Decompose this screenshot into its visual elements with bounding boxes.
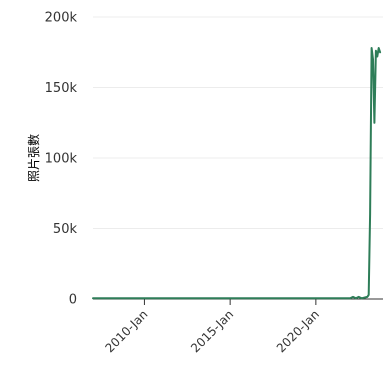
grid-layer bbox=[93, 16, 383, 229]
label-layer: 照片張數 0 50k 100k 150k 200k 2010-Jan 2015-Jan 202… bbox=[27, 11, 322, 356]
series-layer bbox=[92, 47, 382, 300]
y-tick-label: 50k bbox=[53, 222, 78, 237]
y-tick-label: 0 bbox=[69, 293, 77, 308]
axis-layer bbox=[93, 298, 383, 305]
series-line bbox=[92, 47, 382, 300]
x-tick-label: 2015-Jan bbox=[188, 307, 236, 355]
y-tick-label: 150k bbox=[45, 81, 78, 96]
x-tick-label: 2010-Jan bbox=[102, 307, 150, 355]
y-tick-label: 100k bbox=[45, 152, 78, 167]
y-tick-label: 200k bbox=[45, 11, 78, 26]
y-axis-title: 照片張數 bbox=[27, 134, 41, 182]
x-tick-label: 2020-Jan bbox=[274, 307, 322, 355]
